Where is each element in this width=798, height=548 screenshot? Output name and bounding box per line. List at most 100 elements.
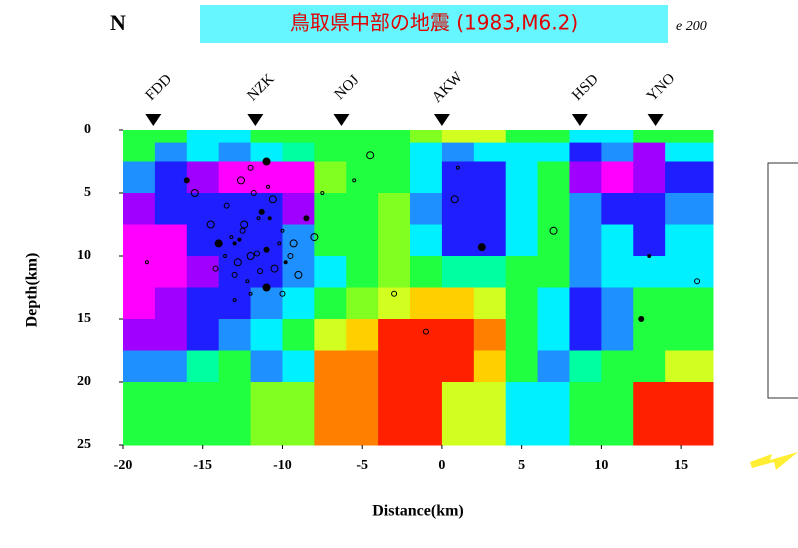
event <box>246 252 255 260</box>
legend-frame <box>767 162 798 399</box>
cell <box>569 142 602 162</box>
event <box>258 208 265 215</box>
y-tick-label: 15 <box>77 311 91 326</box>
event <box>694 278 701 285</box>
cell <box>410 142 443 162</box>
cell <box>186 319 220 351</box>
cell <box>282 382 315 446</box>
cell <box>314 130 347 144</box>
cell <box>346 224 379 257</box>
cell <box>441 256 475 288</box>
cell <box>378 382 411 446</box>
cell <box>346 350 379 383</box>
event <box>638 316 645 322</box>
cell <box>665 161 714 194</box>
cell <box>154 256 188 288</box>
x-tick-label: 5 <box>518 458 525 473</box>
cell <box>282 319 315 351</box>
cell <box>441 224 475 257</box>
cell <box>505 319 539 351</box>
cell <box>218 193 252 225</box>
cell <box>282 224 315 257</box>
y-tick-label: 10 <box>77 248 91 263</box>
cell <box>569 161 602 194</box>
event <box>549 226 558 235</box>
event <box>267 216 272 221</box>
event <box>450 195 459 204</box>
cell <box>537 382 570 446</box>
cell <box>473 161 507 194</box>
event <box>266 184 271 189</box>
cell <box>665 287 714 320</box>
cell <box>378 130 411 144</box>
event <box>257 268 264 275</box>
cell <box>123 350 156 383</box>
event <box>366 151 375 160</box>
cell <box>505 350 539 383</box>
station-marker <box>333 114 350 126</box>
event <box>320 191 325 195</box>
cell <box>154 224 188 257</box>
x-tick-label: -20 <box>114 458 133 473</box>
event <box>190 189 199 197</box>
cell <box>378 319 411 351</box>
cell <box>537 142 570 162</box>
event <box>477 243 486 252</box>
station-marker <box>247 114 264 126</box>
cell <box>123 256 156 288</box>
cell <box>537 319 570 351</box>
cell <box>665 224 714 257</box>
event <box>352 178 357 183</box>
event <box>294 270 303 279</box>
station-label: HSD <box>569 71 602 104</box>
event <box>206 220 215 229</box>
event <box>280 228 285 233</box>
cell <box>505 287 539 320</box>
cell <box>378 161 411 194</box>
cell <box>537 224 570 257</box>
cell <box>410 350 443 383</box>
cell <box>282 350 315 383</box>
cell <box>250 130 283 144</box>
cell <box>346 319 379 351</box>
cell <box>537 350 570 383</box>
cell <box>250 161 283 194</box>
cell <box>537 193 570 225</box>
cell <box>410 193 443 225</box>
cell <box>314 193 347 225</box>
cell <box>250 193 283 225</box>
event <box>647 254 652 258</box>
event <box>237 176 245 185</box>
cell <box>282 256 315 288</box>
cell <box>569 256 602 288</box>
cell <box>569 193 602 225</box>
cell <box>441 287 475 320</box>
cell <box>633 350 666 383</box>
event <box>279 290 286 297</box>
cell <box>410 319 443 351</box>
event <box>183 177 190 184</box>
y-tick-label: 0 <box>84 122 91 137</box>
station-marker <box>433 114 450 126</box>
cell <box>314 142 347 162</box>
cell <box>601 224 634 257</box>
cell <box>154 287 188 320</box>
cell <box>378 350 411 383</box>
cell <box>314 161 347 194</box>
cell <box>441 161 475 194</box>
cell <box>123 161 156 194</box>
cell <box>665 319 714 351</box>
event <box>310 233 319 242</box>
cell <box>505 161 539 194</box>
event <box>247 164 254 171</box>
cell <box>314 350 347 383</box>
event <box>270 264 279 273</box>
cell <box>473 142 507 162</box>
cell <box>123 319 156 351</box>
station-label: FDD <box>143 71 176 104</box>
y-tick-label: 20 <box>77 374 91 389</box>
station-marker <box>647 114 664 126</box>
cell <box>123 224 156 257</box>
cell <box>123 142 156 162</box>
event <box>229 235 234 240</box>
